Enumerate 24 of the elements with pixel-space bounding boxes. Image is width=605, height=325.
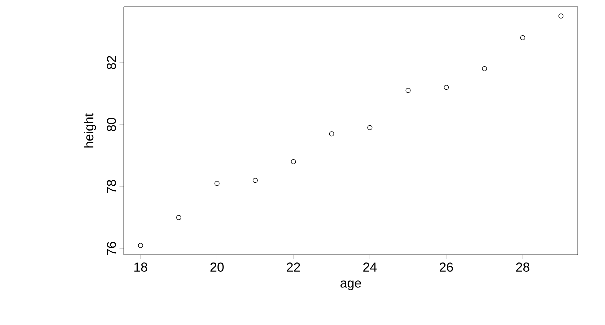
x-tick-label: 20	[210, 262, 224, 272]
x-tick-label: 28	[516, 262, 530, 272]
x-tick-label: 24	[364, 262, 377, 272]
y-tick-label: 80	[107, 118, 116, 132]
point	[368, 125, 373, 130]
x-tick-label: 18	[134, 262, 148, 272]
point	[138, 243, 144, 248]
point	[406, 88, 411, 94]
y-tick-label: 82	[107, 56, 116, 70]
point	[291, 160, 296, 164]
y-tick-label: 76	[107, 242, 116, 256]
point	[520, 36, 526, 40]
point	[482, 66, 488, 72]
point	[176, 215, 182, 220]
point	[252, 178, 258, 184]
x-tick-label: 22	[287, 262, 300, 272]
point	[329, 132, 334, 137]
y-tick-label: 78	[107, 180, 116, 194]
x-axis-title: age	[340, 280, 362, 290]
point	[444, 85, 450, 90]
point	[214, 181, 220, 186]
point	[558, 14, 564, 19]
x-tick-label: 26	[440, 262, 454, 272]
y-axis-title: height	[84, 113, 96, 148]
